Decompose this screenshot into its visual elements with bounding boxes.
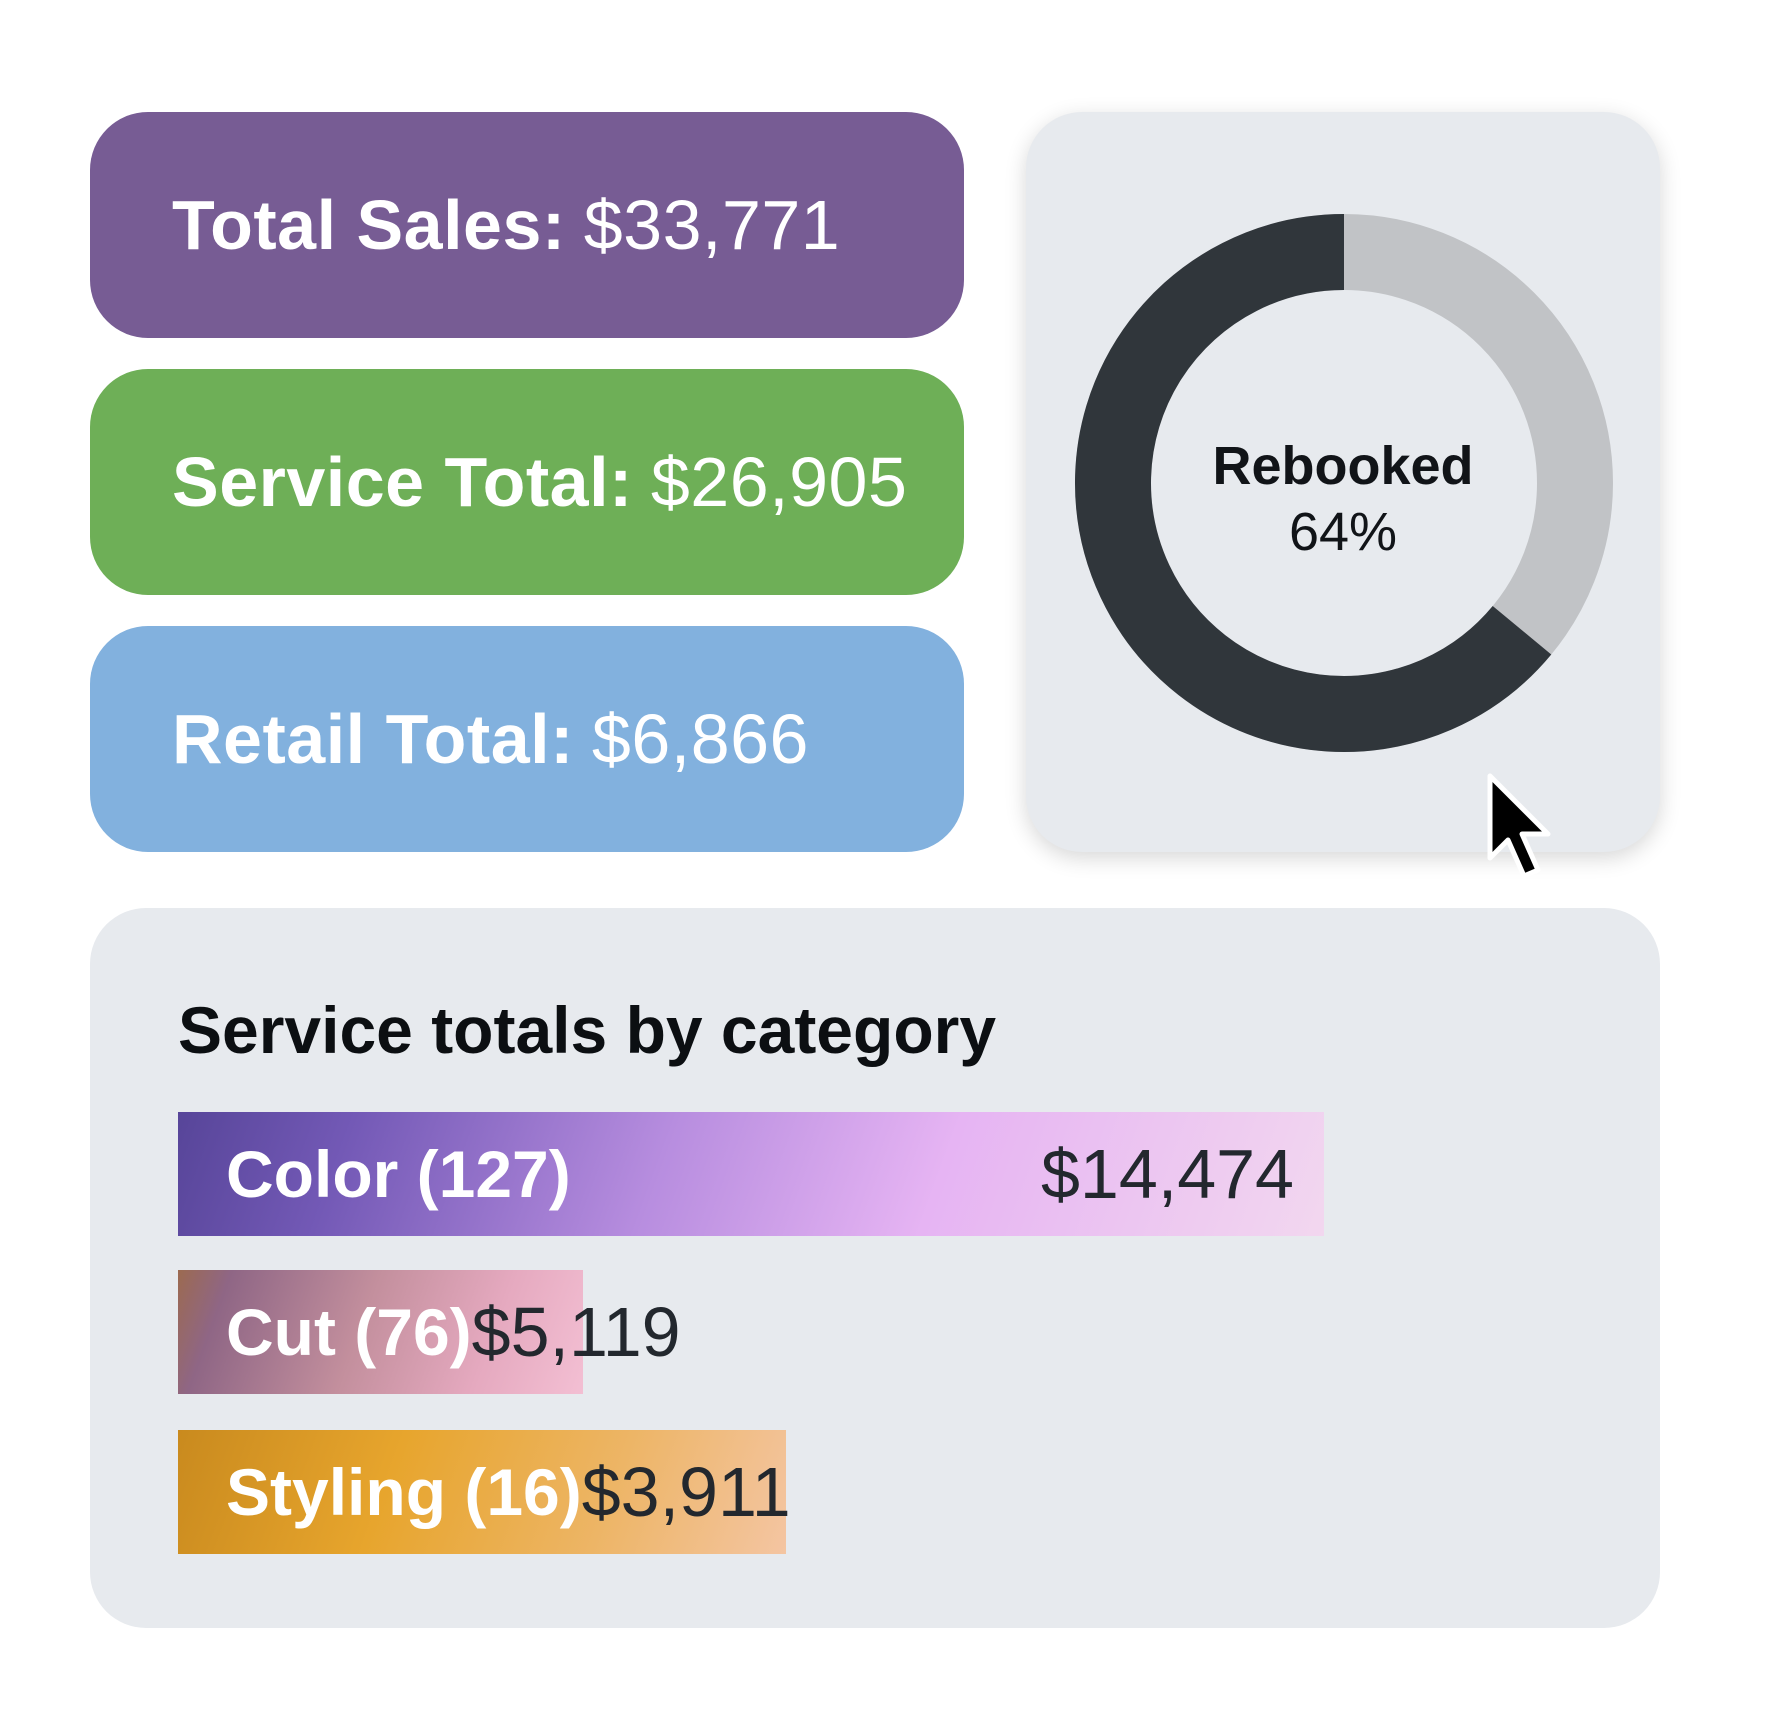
mouse-pointer-icon xyxy=(1487,773,1551,879)
total-sales-value: $33,771 xyxy=(583,186,841,264)
category-value: $3,911 xyxy=(581,1453,791,1531)
category-value: $14,474 xyxy=(1040,1135,1294,1213)
retail-total-card[interactable]: Retail Total: $6,866 xyxy=(90,626,964,852)
service-total-label: Service Total: xyxy=(172,443,633,521)
category-panel-title: Service totals by category xyxy=(178,993,997,1067)
service-category-panel: Service totals by category Color (127) $… xyxy=(90,908,1660,1628)
category-bar-color[interactable]: Color (127) $14,474 xyxy=(178,1112,1324,1236)
donut-rebooked-arc xyxy=(1075,214,1552,752)
service-total-value: $26,905 xyxy=(650,443,908,521)
donut-center-label: Rebooked 64% xyxy=(1026,434,1660,566)
rebooked-donut-chart xyxy=(1075,214,1613,752)
category-value: $5,119 xyxy=(471,1293,681,1371)
rebooked-panel[interactable]: Rebooked 64% xyxy=(1026,112,1660,852)
category-bar-styling[interactable]: Styling (16) $3,911 xyxy=(178,1430,791,1554)
service-total-card[interactable]: Service Total: $26,905 xyxy=(90,369,964,595)
total-sales-card[interactable]: Total Sales: $33,771 xyxy=(90,112,964,338)
category-label: Styling (16) xyxy=(226,1455,582,1529)
retail-total-value: $6,866 xyxy=(591,700,809,778)
rebooked-percent: 64% xyxy=(1288,502,1398,562)
total-sales-label: Total Sales: xyxy=(172,186,566,264)
category-label: Color (127) xyxy=(226,1137,571,1211)
category-label: Cut (76) xyxy=(226,1295,472,1369)
retail-total-label: Retail Total: xyxy=(172,700,574,778)
category-bar-cut[interactable]: Cut (76) $5,119 xyxy=(178,1270,681,1394)
rebooked-title: Rebooked xyxy=(1212,436,1474,496)
